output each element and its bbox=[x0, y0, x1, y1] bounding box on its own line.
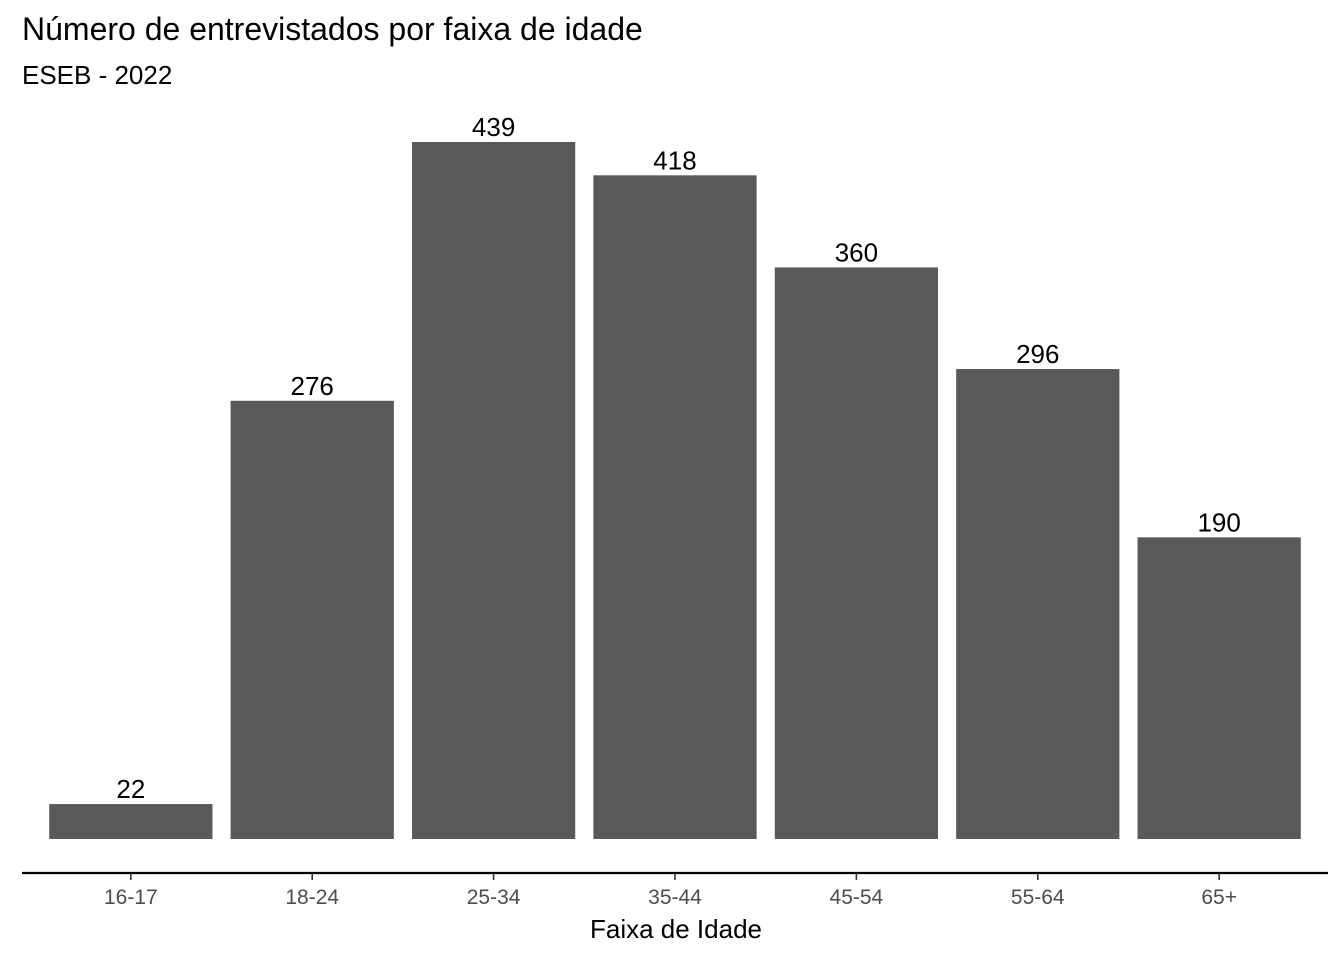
x-tick-label: 35-44 bbox=[648, 886, 702, 909]
x-tick-label: 55-64 bbox=[1011, 886, 1065, 909]
chart-subtitle: ESEB - 2022 bbox=[22, 60, 172, 90]
x-ticks-group bbox=[130, 873, 1220, 880]
bar-35-44 bbox=[593, 175, 757, 840]
bar-25-34 bbox=[411, 142, 576, 839]
bar-value-label: 439 bbox=[472, 112, 515, 142]
bar-value-label: 190 bbox=[1197, 507, 1240, 537]
bar-value-label: 360 bbox=[835, 237, 878, 267]
x-axis-title: Faixa de Idade bbox=[590, 914, 762, 944]
bar-18-24 bbox=[230, 400, 394, 839]
bar-45-54 bbox=[774, 267, 939, 839]
bar-value-label: 22 bbox=[116, 774, 145, 804]
bar-labels-group: 22 276 439 418 360 296 190 bbox=[116, 112, 1240, 804]
bar-value-label: 276 bbox=[291, 371, 334, 401]
bar-65+ bbox=[1137, 537, 1301, 839]
bars-group bbox=[49, 142, 1301, 840]
bar-value-label: 296 bbox=[1016, 339, 1059, 369]
x-tick-label: 65+ bbox=[1201, 886, 1237, 909]
chart-title: Número de entrevistados por faixa de ida… bbox=[22, 11, 643, 47]
x-tick-label: 18-24 bbox=[285, 886, 339, 909]
bar-value-label: 418 bbox=[653, 145, 696, 175]
x-tick-label: 16-17 bbox=[104, 886, 158, 909]
x-tick-labels-group: 16-17 18-24 25-34 35-44 45-54 55-64 65+ bbox=[104, 886, 1237, 909]
x-tick-label: 45-54 bbox=[830, 886, 884, 909]
bar-16-17 bbox=[49, 804, 213, 839]
x-tick-label: 25-34 bbox=[467, 886, 521, 909]
bar-55-64 bbox=[956, 369, 1120, 839]
